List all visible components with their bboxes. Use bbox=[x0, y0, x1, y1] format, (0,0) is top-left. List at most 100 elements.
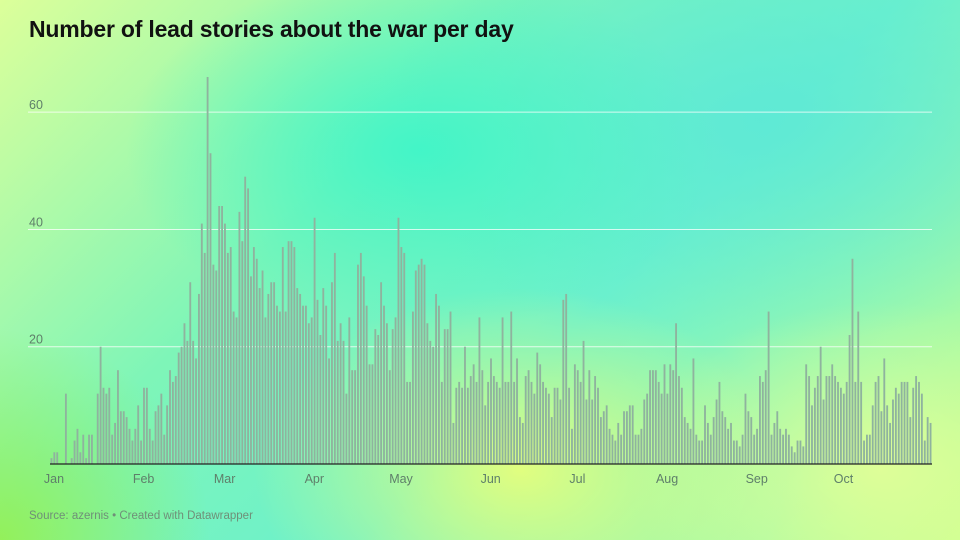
bar bbox=[773, 422, 776, 464]
bar bbox=[82, 434, 85, 464]
bar bbox=[232, 311, 235, 464]
bar bbox=[302, 305, 304, 464]
y-tick-label: 20 bbox=[29, 333, 43, 347]
bar bbox=[608, 428, 611, 464]
bar bbox=[325, 305, 328, 464]
bar bbox=[50, 458, 53, 464]
bar bbox=[845, 381, 848, 464]
bar bbox=[640, 428, 643, 464]
bar bbox=[339, 323, 342, 464]
bar bbox=[397, 217, 400, 464]
bar bbox=[206, 77, 209, 464]
bar bbox=[770, 434, 773, 464]
bar bbox=[362, 276, 365, 464]
bar bbox=[874, 381, 877, 464]
bar bbox=[767, 311, 770, 464]
bars bbox=[50, 77, 932, 465]
bar bbox=[365, 305, 368, 464]
bar bbox=[695, 434, 698, 464]
bar bbox=[258, 288, 261, 464]
bar bbox=[501, 317, 504, 464]
bar bbox=[131, 440, 134, 464]
bar bbox=[281, 247, 284, 464]
bar bbox=[539, 364, 542, 464]
bar bbox=[721, 411, 724, 464]
bar bbox=[892, 399, 894, 464]
bar bbox=[643, 399, 646, 464]
bar bbox=[464, 346, 466, 464]
bar bbox=[689, 428, 692, 464]
bar bbox=[102, 387, 105, 464]
bar bbox=[328, 358, 330, 464]
chart-title: Number of lead stories about the war per… bbox=[29, 16, 514, 42]
bar bbox=[839, 387, 842, 464]
bar bbox=[195, 358, 197, 464]
bar bbox=[559, 399, 562, 464]
bar bbox=[160, 393, 163, 464]
bar bbox=[915, 376, 918, 464]
bar bbox=[383, 305, 385, 464]
bar bbox=[492, 376, 495, 464]
bar bbox=[837, 381, 839, 464]
bar bbox=[588, 370, 591, 464]
x-tick-label-sep: Sep bbox=[746, 472, 768, 486]
bar bbox=[177, 352, 180, 464]
bar bbox=[866, 434, 868, 464]
bar bbox=[145, 387, 148, 464]
bar bbox=[284, 311, 287, 464]
bar bbox=[753, 434, 756, 464]
bar bbox=[599, 417, 602, 464]
bar bbox=[724, 417, 727, 464]
bar bbox=[649, 370, 651, 464]
bar bbox=[637, 434, 640, 464]
bar bbox=[805, 364, 808, 464]
bar bbox=[929, 422, 932, 464]
bar bbox=[646, 393, 649, 464]
bar bbox=[122, 411, 125, 464]
bar bbox=[134, 428, 137, 464]
bar bbox=[628, 405, 631, 464]
bar bbox=[565, 293, 568, 464]
bar bbox=[825, 376, 828, 464]
bar bbox=[857, 311, 860, 464]
bar bbox=[322, 288, 325, 464]
bar bbox=[623, 411, 625, 464]
bar bbox=[510, 311, 513, 464]
bar bbox=[487, 381, 490, 464]
bar bbox=[675, 323, 677, 464]
bar bbox=[614, 440, 617, 464]
bar bbox=[342, 340, 345, 464]
bar bbox=[556, 387, 559, 464]
bar bbox=[452, 422, 455, 464]
bar bbox=[125, 417, 128, 464]
bar bbox=[883, 358, 886, 464]
bar bbox=[759, 376, 761, 464]
bar bbox=[761, 381, 764, 464]
bar bbox=[290, 241, 293, 464]
bar bbox=[617, 422, 620, 464]
bar bbox=[796, 440, 799, 464]
bar bbox=[834, 376, 837, 464]
bar bbox=[186, 340, 189, 464]
bar bbox=[568, 387, 570, 464]
bar bbox=[813, 387, 816, 464]
bar bbox=[85, 458, 88, 464]
bar bbox=[310, 317, 313, 464]
x-tick-label-jun: Jun bbox=[481, 472, 501, 486]
bar bbox=[400, 247, 403, 464]
bar bbox=[166, 405, 169, 464]
bar bbox=[886, 405, 889, 464]
bar bbox=[469, 376, 472, 464]
bar bbox=[394, 317, 397, 464]
bar bbox=[70, 458, 73, 464]
bar bbox=[507, 381, 510, 464]
bar bbox=[582, 340, 585, 464]
bar bbox=[247, 188, 250, 464]
bar bbox=[293, 247, 296, 464]
bar bbox=[663, 364, 666, 464]
bar bbox=[273, 282, 276, 464]
bar bbox=[461, 387, 464, 464]
bar bbox=[923, 440, 926, 464]
y-axis-ticks: 20 40 60 bbox=[29, 98, 43, 347]
